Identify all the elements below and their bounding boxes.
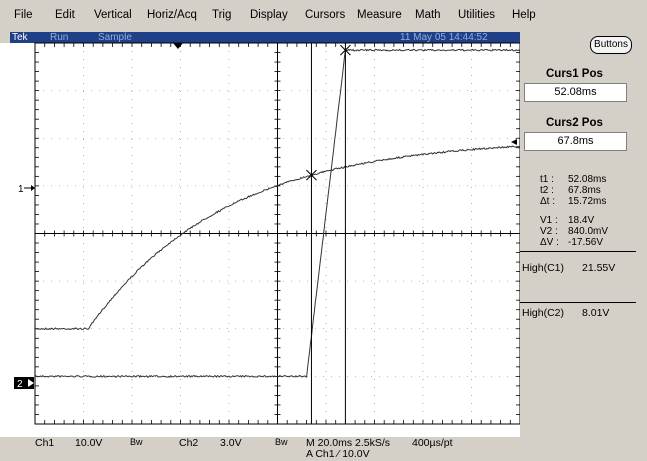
trigger-level-icon (511, 139, 517, 145)
curs2-pos-field[interactable]: 67.8ms (524, 132, 627, 151)
svg-text:1: 1 (18, 184, 24, 195)
ch2-trace (34, 48, 520, 378)
trigger-readout[interactable]: A Ch1 ⁄ 10.0V (306, 448, 370, 460)
menu-cursors[interactable]: Cursors (305, 9, 346, 21)
timebase-readout[interactable]: M 20.0ms 2.5kS/s (306, 437, 391, 449)
cursor-1-marker (306, 169, 317, 181)
readout-t2-label: t2 : (540, 185, 554, 196)
readout-dt-label: Δt : (540, 196, 556, 207)
status-bar: Tek Run Sample 11 May 05 14:44:52 (10, 32, 520, 43)
curs1-pos-field[interactable]: 52.08ms (524, 83, 627, 102)
brand-label: Tek (12, 32, 28, 43)
cursor-lines[interactable] (306, 43, 351, 424)
curs1-pos-title: Curs1 Pos (546, 68, 603, 80)
graticule (34, 42, 520, 425)
ch1-scale[interactable]: 10.0V (75, 437, 103, 449)
readout-v2-label: V2 : (540, 226, 558, 237)
menu-vertical[interactable]: Vertical (94, 9, 132, 21)
menu-math[interactable]: Math (415, 9, 441, 21)
menu-horiz-acq[interactable]: Horiz/Acq (147, 9, 197, 21)
readout-v1-label: V1 : (540, 215, 558, 226)
measurement-1-value: 21.55V (582, 262, 616, 274)
ch2-ground-marker: 2 (14, 377, 34, 390)
readout-v1-value: 18.4V (568, 215, 595, 226)
menu-trig[interactable]: Trig (212, 9, 232, 21)
waveform-display[interactable]: 1 2 (0, 32, 520, 437)
readout-t1-label: t1 : (540, 174, 554, 185)
readout-t1-value: 52.08ms (568, 174, 607, 185)
measurement-1-label[interactable]: High(C1) (522, 262, 565, 274)
menu-help[interactable]: Help (512, 9, 536, 21)
buttons-toggle[interactable]: Buttons (590, 36, 632, 54)
cursor-2-marker (340, 44, 351, 56)
screen-background (0, 43, 520, 437)
readout-dv-label: ΔV : (540, 237, 559, 248)
menu-display[interactable]: Display (250, 9, 288, 21)
trigger-position-icon (173, 43, 183, 49)
menu-file[interactable]: File (14, 9, 33, 21)
datetime: 11 May 05 14:44:52 (400, 32, 488, 43)
readout-dv-value: -17.56V (568, 237, 604, 248)
menu-edit[interactable]: Edit (55, 9, 75, 21)
traces (34, 48, 520, 378)
menu-bar: File Edit Vertical Horiz/Acq Trig Displa… (0, 0, 647, 32)
measurement-2-label[interactable]: High(C2) (522, 307, 565, 319)
readout-v2-value: 840.0mV (568, 226, 609, 237)
measurement-divider-2 (520, 302, 636, 303)
resolution-readout: 400µs/pt (412, 437, 453, 449)
readout-t2-value: 67.8ms (568, 185, 601, 196)
ch1-ground-marker: 1 (18, 184, 35, 195)
ch1-bw-limit: Bw (130, 437, 143, 447)
readout-dt-value: 15.72ms (568, 196, 607, 207)
acq-mode: Sample (98, 32, 132, 43)
run-status: Run (50, 32, 69, 43)
menu-measure[interactable]: Measure (357, 9, 402, 21)
ch2-bw-limit: Bw (275, 437, 288, 447)
ch2-scale[interactable]: 3.0V (220, 437, 242, 449)
measurement-divider-1 (520, 251, 636, 252)
svg-text:2: 2 (17, 379, 23, 390)
ch2-label[interactable]: Ch2 (179, 437, 199, 449)
ch1-trace (34, 145, 520, 331)
menu-utilities[interactable]: Utilities (458, 9, 496, 21)
ch1-label[interactable]: Ch1 (35, 437, 55, 449)
curs2-pos-title: Curs2 Pos (546, 117, 603, 129)
measurement-2-value: 8.01V (582, 307, 610, 319)
